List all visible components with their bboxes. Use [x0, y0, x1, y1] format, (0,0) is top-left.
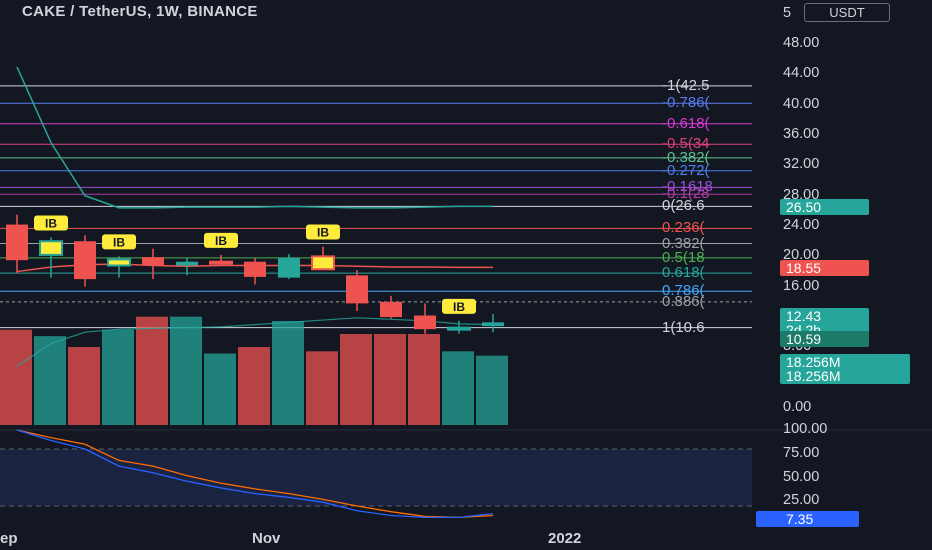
- symbol-title[interactable]: CAKE / TetherUS, 1W, BINANCE: [22, 3, 258, 20]
- candle-body: [6, 224, 28, 261]
- price-axis-label: 36.00: [783, 126, 820, 143]
- price-axis-label-cut: 5: [783, 5, 792, 21]
- candle-body: [209, 260, 233, 265]
- fib-label: -1(42.5: [662, 76, 710, 94]
- candle-body: [39, 240, 63, 256]
- ib-badge: [306, 224, 340, 240]
- fib-label: -0.382(: [662, 148, 710, 166]
- oscillator-pane: [0, 429, 932, 519]
- fib-label: 0.382(: [662, 234, 705, 252]
- price-axis-label: 32.00: [783, 156, 820, 173]
- candle-body: [482, 322, 504, 327]
- ib-badge-label: IB: [215, 234, 227, 248]
- price-axis-label: 40.00: [783, 95, 820, 112]
- fib-label: 0(26.6: [662, 197, 705, 215]
- volume-bar: [136, 316, 168, 425]
- candle-body: [380, 301, 402, 318]
- ib-badge: [102, 234, 136, 250]
- volume-bar: [170, 316, 202, 425]
- fib-label: 0.886(: [662, 292, 705, 310]
- price-axis-label: 44.00: [783, 65, 820, 82]
- fib-label: 0.786(: [662, 282, 705, 300]
- osc-axis-label: 25.00: [783, 492, 820, 509]
- volume-bar: [306, 351, 338, 425]
- volume-bar: [476, 355, 508, 425]
- candle-body: [447, 326, 471, 331]
- price-tag-fib1: 10.59: [780, 331, 869, 347]
- time-axis-label: 2022: [548, 530, 582, 547]
- osc-axis-label: 100.00: [783, 421, 828, 437]
- price-tag-fib0: 26.50: [780, 199, 869, 215]
- volume-bar: [442, 351, 474, 425]
- candle-body: [74, 241, 96, 280]
- price-axis-label: 24.00: [783, 217, 820, 234]
- price-tag-vol2: 18.256M: [780, 368, 910, 384]
- volume-bar: [102, 329, 134, 425]
- fib-label: 1(10.6: [662, 318, 705, 336]
- candle-body: [278, 257, 300, 278]
- fib-label: -0.786(: [662, 94, 710, 112]
- price-tag-last: 12.43: [780, 308, 869, 324]
- time-axis-label: ep: [0, 530, 18, 547]
- candles: [6, 214, 504, 334]
- fib-label: -0.5(34: [662, 135, 710, 153]
- fib-retracement: [0, 85, 752, 329]
- time-axis-label: Nov: [252, 530, 281, 547]
- candle-body: [142, 257, 164, 266]
- currency-button[interactable]: USDT: [804, 3, 890, 22]
- ib-badge-label: IB: [113, 235, 125, 249]
- price-axis-label: 48.00: [783, 35, 820, 52]
- volume-bar: [374, 334, 406, 425]
- candle-body: [107, 258, 131, 267]
- fib-label: 0.5(18: [662, 248, 705, 266]
- ib-badge-label: IB: [317, 226, 329, 240]
- volume-bar: [34, 336, 66, 425]
- price-axis-label: 16.00: [783, 277, 820, 294]
- fib-label: 0.618(: [662, 264, 705, 282]
- volume-bar: [204, 353, 236, 425]
- ma-slow-line: [16, 66, 493, 209]
- candle-body: [346, 275, 368, 304]
- ib-badge-label: IB: [45, 216, 57, 230]
- candle-body: [176, 261, 198, 266]
- ib-badge: [442, 298, 476, 314]
- volume-bar: [238, 347, 270, 425]
- stoch-d-line: [16, 429, 494, 519]
- osc-band: [0, 449, 752, 506]
- fib-label: -0.1(28: [662, 185, 710, 203]
- price-axis-label: 28.00: [783, 186, 820, 203]
- osc-axis-label: 75.00: [783, 444, 820, 461]
- price-axis-label: 20.00: [783, 247, 820, 264]
- stoch-k-line: [16, 429, 494, 519]
- volume-bar: [340, 334, 372, 425]
- ma-low-line: [16, 317, 494, 367]
- fib-label: -0.1618: [662, 178, 713, 196]
- price-tag-ma: 18.55: [780, 260, 869, 276]
- osc-value-tag: 7.35: [756, 511, 859, 527]
- candle-body: [244, 261, 266, 277]
- ib-badges: IB IB IB IB IB: [34, 215, 476, 314]
- price-tag-vol1: 18.256M: [780, 354, 910, 370]
- ib-badge-label: IB: [453, 300, 465, 314]
- price-axis-label: 0.00: [783, 399, 812, 415]
- volume-bar: [272, 321, 304, 425]
- volume-bar: [0, 329, 32, 425]
- osc-axis-label: 50.00: [783, 468, 820, 485]
- ib-badge: [204, 232, 238, 248]
- candle-body: [311, 255, 335, 271]
- fib-label: -0.618(: [662, 114, 710, 132]
- volume-bar: [68, 347, 100, 425]
- fib-label: 0.236(: [662, 219, 705, 237]
- fib-label: -0.272(: [662, 161, 710, 179]
- ib-badge: [34, 215, 68, 231]
- volume-bar: [408, 334, 440, 425]
- volume-bars: [0, 316, 508, 425]
- candle-body: [414, 315, 436, 330]
